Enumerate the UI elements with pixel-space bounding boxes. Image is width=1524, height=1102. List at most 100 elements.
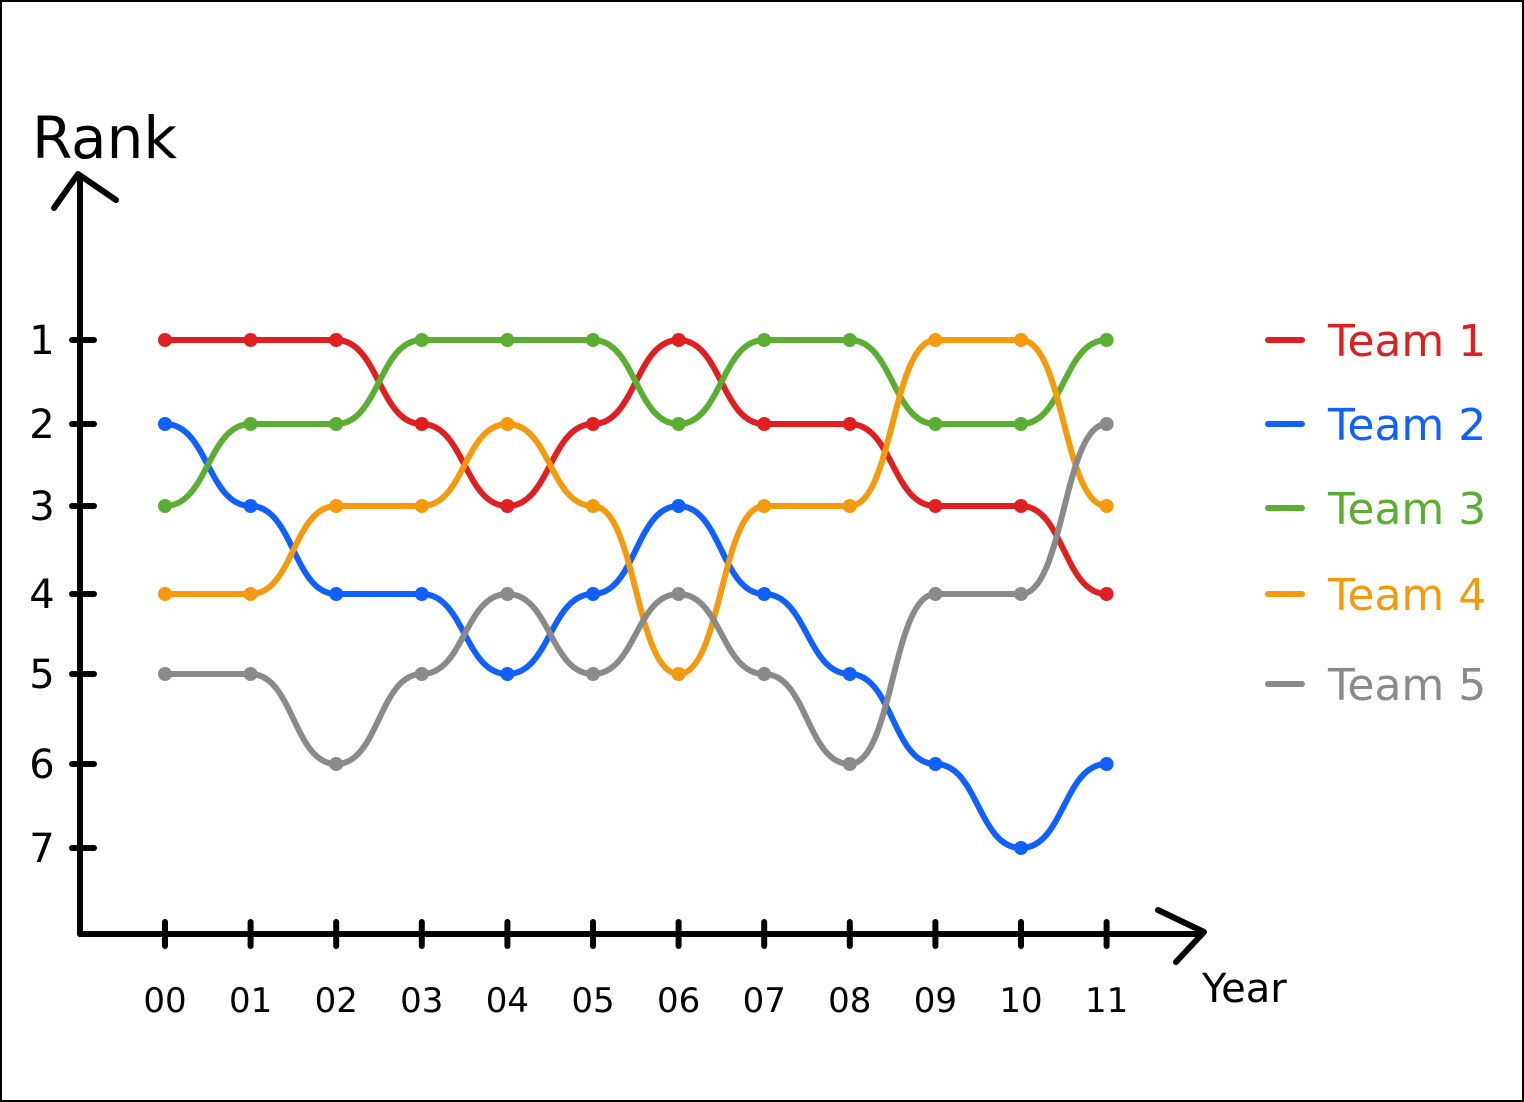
data-point — [243, 587, 258, 601]
data-point — [414, 667, 429, 681]
y-axis-arrowhead — [51, 171, 119, 211]
data-point — [928, 587, 943, 601]
data-point — [928, 333, 943, 347]
data-point — [842, 667, 857, 681]
x-axis-arrowhead — [1155, 907, 1207, 965]
data-point — [1014, 333, 1028, 347]
series-3 — [158, 333, 1114, 513]
series-line — [162, 336, 1110, 509]
data-point — [414, 417, 429, 431]
data-point — [500, 333, 515, 347]
series-2 — [158, 417, 1114, 855]
data-point — [671, 417, 686, 431]
x-tick-label: 06 — [657, 981, 700, 1021]
data-point — [243, 333, 258, 347]
series-4 — [158, 333, 1114, 681]
axes — [51, 171, 1207, 965]
data-point — [586, 667, 600, 681]
data-point — [928, 499, 943, 513]
x-tick-label: 05 — [571, 981, 614, 1021]
y-tick-label: 7 — [29, 826, 54, 872]
data-point — [1014, 417, 1028, 431]
data-point — [671, 499, 686, 513]
data-point — [671, 667, 686, 681]
y-tick-label: 6 — [29, 742, 54, 788]
x-tick-label: 01 — [229, 981, 272, 1021]
y-tick-label: 5 — [29, 652, 54, 698]
data-point — [243, 499, 258, 513]
x-tick-label: 08 — [828, 981, 871, 1021]
legend-item: Team 2 — [1265, 400, 1486, 451]
data-point — [757, 417, 772, 431]
data-point — [414, 333, 429, 347]
legend-item: Team 3 — [1265, 484, 1486, 535]
y-tick-label: 2 — [29, 402, 54, 448]
data-point — [586, 417, 600, 431]
data-point — [842, 499, 857, 513]
x-tick-label: 03 — [400, 981, 443, 1021]
data-point — [414, 587, 429, 601]
data-point — [928, 757, 943, 771]
legend-item: Team 1 — [1265, 316, 1486, 367]
data-point — [671, 587, 686, 601]
data-point — [842, 757, 857, 771]
series-line — [162, 421, 1110, 851]
data-point — [500, 587, 515, 601]
data-point — [500, 667, 515, 681]
data-point — [1099, 417, 1114, 431]
data-point — [1099, 587, 1114, 601]
data-point — [243, 417, 258, 431]
legend: Team 1 Team 2 Team 3 Team 4 Team 5 — [1265, 316, 1486, 711]
data-point — [1099, 499, 1114, 513]
data-point — [1014, 499, 1028, 513]
x-tick-label: 02 — [315, 981, 358, 1021]
legend-item: Team 4 — [1265, 570, 1486, 621]
x-tick-label: 11 — [1085, 981, 1128, 1021]
data-point — [757, 333, 772, 347]
legend-label: Team 5 — [1327, 660, 1486, 711]
data-point — [1014, 587, 1028, 601]
data-point — [158, 667, 172, 681]
legend-label: Team 4 — [1327, 570, 1486, 621]
data-point — [757, 667, 772, 681]
data-point — [500, 499, 515, 513]
data-point — [329, 333, 344, 347]
data-point — [158, 417, 172, 431]
data-point — [500, 417, 515, 431]
data-point — [757, 587, 772, 601]
data-point — [928, 417, 943, 431]
data-point — [586, 333, 600, 347]
data-point — [243, 667, 258, 681]
y-tick-label: 1 — [29, 318, 54, 364]
y-ticks: 1 2 3 4 5 6 7 — [29, 318, 97, 872]
legend-label: Team 2 — [1327, 400, 1486, 451]
series-5 — [158, 417, 1114, 771]
x-ticks: 00 01 02 03 04 05 06 07 08 09 10 11 — [143, 919, 1128, 1021]
data-point — [586, 499, 600, 513]
data-point — [158, 499, 172, 513]
x-axis-label: Year — [1201, 966, 1287, 1012]
data-point — [1014, 841, 1028, 855]
data-point — [414, 499, 429, 513]
data-point — [329, 499, 344, 513]
data-point — [158, 587, 172, 601]
x-tick-label: 00 — [143, 981, 186, 1021]
data-point — [329, 757, 344, 771]
data-point — [671, 333, 686, 347]
y-axis-label: Rank — [32, 104, 177, 172]
y-tick-label: 3 — [29, 484, 54, 530]
data-point — [842, 417, 857, 431]
series-group — [158, 333, 1114, 855]
series-1 — [158, 333, 1114, 601]
x-tick-label: 07 — [743, 981, 786, 1021]
series-line — [162, 336, 1110, 597]
data-point — [842, 333, 857, 347]
data-point — [757, 499, 772, 513]
legend-item: Team 5 — [1265, 660, 1486, 711]
data-point — [329, 417, 344, 431]
x-tick-label: 04 — [486, 981, 529, 1021]
data-point — [586, 587, 600, 601]
data-point — [1099, 333, 1114, 347]
